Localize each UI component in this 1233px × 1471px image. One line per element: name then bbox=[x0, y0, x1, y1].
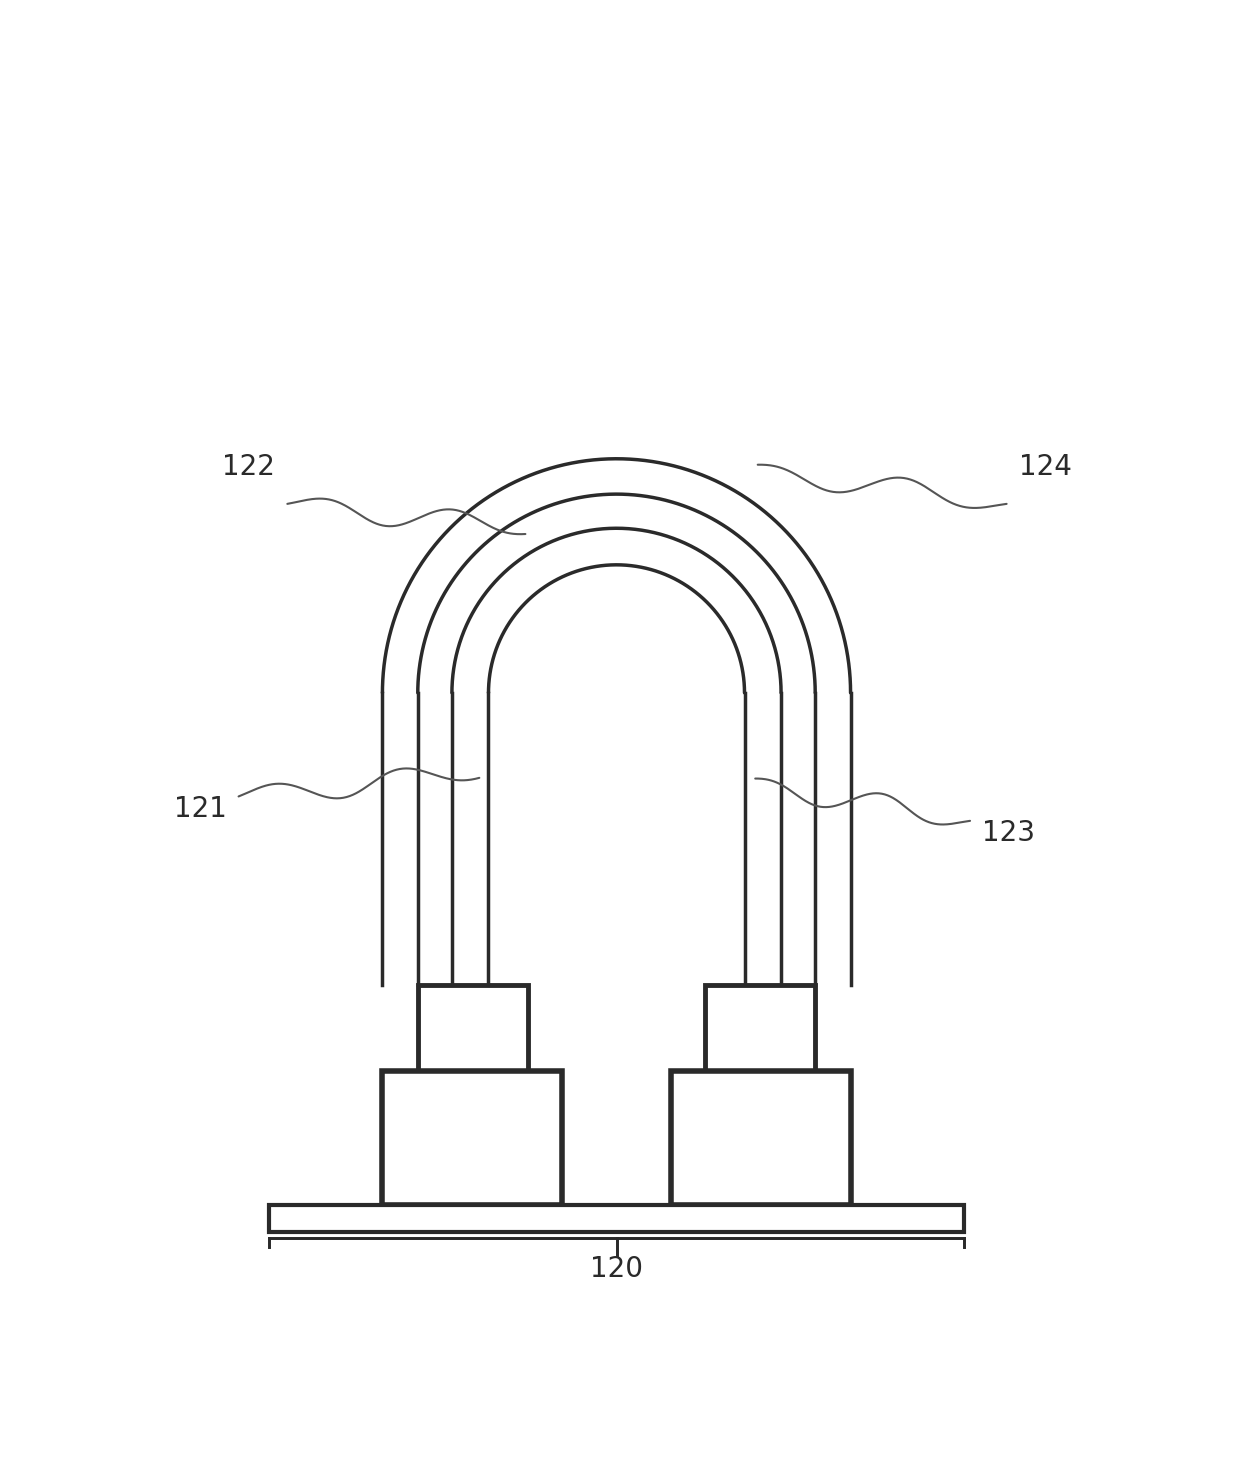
Bar bbox=[705, 986, 815, 1071]
Text: 124: 124 bbox=[1018, 453, 1071, 481]
Text: 123: 123 bbox=[983, 819, 1036, 847]
Text: 121: 121 bbox=[174, 794, 227, 822]
Text: 120: 120 bbox=[591, 1255, 642, 1284]
Bar bbox=[269, 1205, 964, 1231]
Bar bbox=[671, 1071, 851, 1205]
Text: 122: 122 bbox=[222, 453, 275, 481]
Bar bbox=[382, 1071, 562, 1205]
Bar bbox=[418, 986, 528, 1071]
